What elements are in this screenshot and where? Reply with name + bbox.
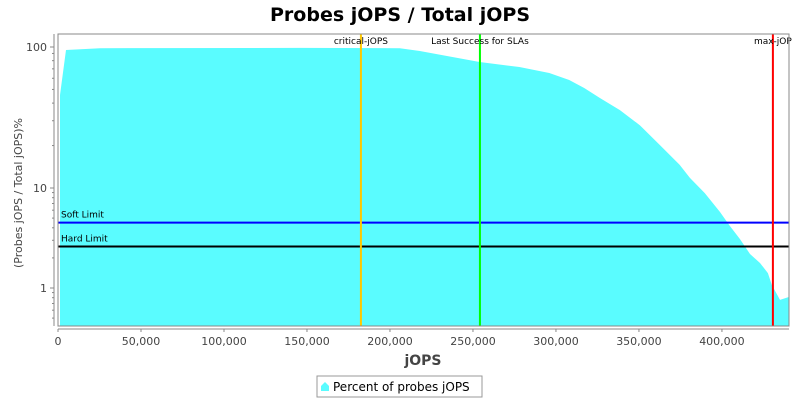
x-tick-label: 150,000 [284, 335, 330, 348]
x-tick-label: 200,000 [367, 335, 413, 348]
x-tick-label: 0 [55, 335, 62, 348]
x-tick-label: 50,000 [122, 335, 161, 348]
marker-label: Last Success for SLAs [431, 37, 529, 47]
x-tick-label: 100,000 [201, 335, 247, 348]
legend: Percent of probes jOPS [316, 375, 483, 398]
marker-label: Soft Limit [61, 211, 104, 221]
y-tick-label: 100 [26, 41, 47, 54]
y-tick-label: 1 [40, 282, 47, 295]
x-tick-label: 350,000 [616, 335, 662, 348]
x-axis-label: jOPS [403, 353, 441, 369]
x-tick-label: 300,000 [533, 335, 579, 348]
marker-label: critical-jOPS [334, 37, 388, 47]
y-axis-label: (Probes jOPS / Total jOPS)% [12, 118, 25, 268]
plot-border [57, 33, 790, 327]
series-area-percent-of-probes-jops [59, 47, 790, 327]
x-tick-label: 250,000 [450, 335, 496, 348]
plot-area: Soft Limit Hard Limit critical-jOPS Last Su… [26, 33, 792, 348]
legend-box [316, 375, 483, 398]
y-tick-label: 10 [33, 182, 47, 195]
x-tick-label: 400,000 [699, 335, 745, 348]
marker-label: Hard Limit [61, 235, 108, 245]
marker-label: max-jOP [754, 37, 792, 47]
chart-title: Probes jOPS / Total jOPS [270, 4, 530, 26]
legend-label: Percent of probes jOPS [333, 380, 470, 394]
legend-swatch-icon [321, 382, 329, 391]
